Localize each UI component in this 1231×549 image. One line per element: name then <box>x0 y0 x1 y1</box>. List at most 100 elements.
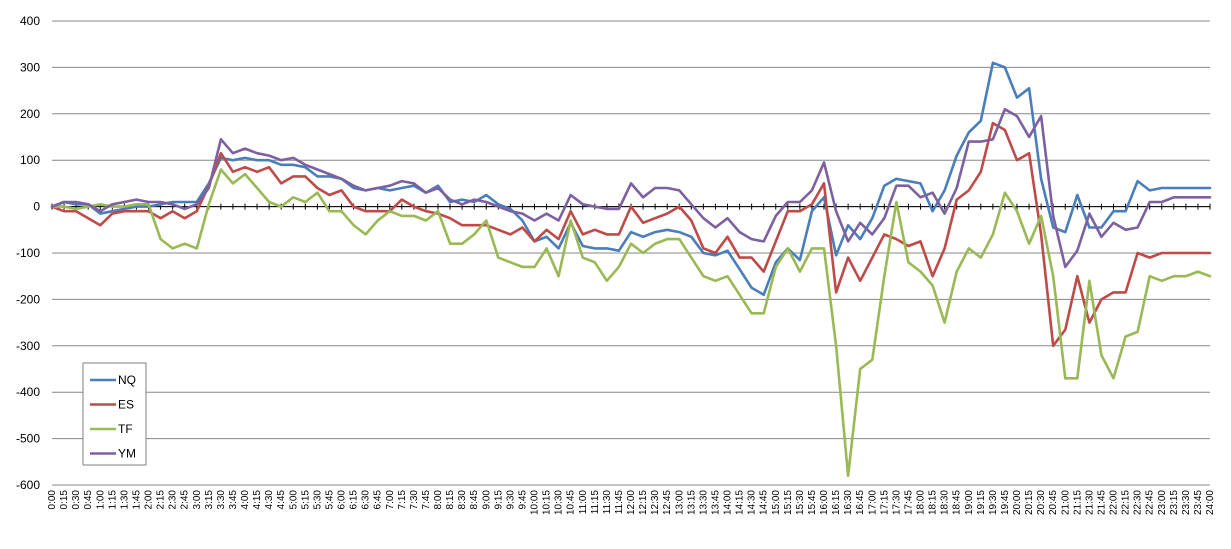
x-tick-label: 10:00 <box>530 490 541 515</box>
x-tick-label: 11:30 <box>602 490 613 515</box>
x-tick-label: 1:30 <box>119 490 130 510</box>
x-tick-label: 0:30 <box>71 490 82 510</box>
x-tick-label: 3:00 <box>192 490 203 510</box>
x-tick-label: 10:15 <box>542 490 553 515</box>
x-tick-label: 18:30 <box>940 490 951 515</box>
x-tick-label: 11:00 <box>578 490 589 515</box>
y-tick-label: 200 <box>20 107 40 121</box>
x-tick-label: 10:30 <box>554 490 565 515</box>
x-tick-label: 17:00 <box>867 490 878 515</box>
x-tick-label: 22:15 <box>1121 490 1132 515</box>
x-tick-label: 12:00 <box>626 490 637 515</box>
series-line-ym <box>50 107 1212 269</box>
x-tick-label: 16:30 <box>843 490 854 515</box>
x-tick-label: 9:00 <box>481 490 492 510</box>
y-tick-label: -400 <box>16 385 40 399</box>
x-tick-label: 16:00 <box>819 490 830 515</box>
series-line-es <box>50 121 1212 348</box>
legend-label-nq: NQ <box>118 373 136 387</box>
x-tick-label: 5:45 <box>324 490 335 510</box>
x-tick-label: 21:30 <box>1084 490 1095 515</box>
x-tick-label: 23:00 <box>1157 490 1168 515</box>
x-tick-label: 7:30 <box>409 490 420 510</box>
x-tick-label: 13:00 <box>674 490 685 515</box>
legend-label-ym: YM <box>118 447 136 461</box>
x-tick-label: 1:45 <box>131 490 142 510</box>
x-tick-label: 9:45 <box>517 490 528 510</box>
series-line-tf <box>50 168 1212 478</box>
y-tick-label: 100 <box>20 153 40 167</box>
x-tick-label: 1:00 <box>95 490 106 510</box>
y-tick-label: -600 <box>16 478 40 492</box>
x-tick-label: 23:30 <box>1181 490 1192 515</box>
series-line-nq <box>50 61 1212 297</box>
x-tick-label: 21:15 <box>1072 490 1083 515</box>
x-tick-label: 8:30 <box>457 490 468 510</box>
x-tick-label: 16:45 <box>855 490 866 515</box>
x-tick-label: 15:15 <box>783 490 794 515</box>
x-tick-label: 22:00 <box>1109 490 1120 515</box>
x-tick-label: 14:45 <box>759 490 770 515</box>
x-tick-label: 13:45 <box>710 490 721 515</box>
legend-box <box>82 362 147 466</box>
x-axis-ticks: 0:00 0:15 0:30 0:45 1:00 1:15 1:30 1:45 2:00 2:15… <box>47 490 1216 515</box>
x-tick-label: 4:00 <box>240 490 251 510</box>
x-tick-label: 4:15 <box>252 490 263 510</box>
x-tick-label: 18:45 <box>952 490 963 515</box>
legend-label-es: ES <box>118 398 134 412</box>
x-tick-label: 15:45 <box>807 490 818 515</box>
y-tick-label: -300 <box>16 339 40 353</box>
x-tick-label: 3:30 <box>216 490 227 510</box>
x-tick-label: 4:45 <box>276 490 287 510</box>
x-tick-label: 21:00 <box>1060 490 1071 515</box>
x-tick-label: 17:30 <box>891 490 902 515</box>
x-tick-label: 20:30 <box>1036 490 1047 515</box>
x-tick-label: 0:00 <box>47 490 58 510</box>
x-tick-label: 3:15 <box>204 490 215 510</box>
x-tick-label: 6:15 <box>349 490 360 510</box>
x-tick-label: 1:15 <box>107 490 118 510</box>
x-tick-label: 19:45 <box>1000 490 1011 515</box>
x-tick-label: 24:00 <box>1205 490 1216 515</box>
y-tick-label: -100 <box>16 246 40 260</box>
x-tick-label: 7:00 <box>385 490 396 510</box>
x-tick-label: 6:00 <box>337 490 348 510</box>
x-tick-label: 19:30 <box>988 490 999 515</box>
x-tick-label: 13:15 <box>686 490 697 515</box>
legend: NQ ES TF YM <box>82 362 147 466</box>
series-lines <box>50 61 1212 478</box>
x-tick-label: 0:15 <box>59 490 70 510</box>
x-tick-label: 11:45 <box>614 490 625 515</box>
x-tick-label: 6:30 <box>361 490 372 510</box>
x-tick-label: 17:15 <box>879 490 890 515</box>
y-tick-label: 400 <box>20 14 40 28</box>
x-tick-label: 13:30 <box>698 490 709 515</box>
x-tick-label: 8:45 <box>469 490 480 510</box>
x-tick-label: 2:00 <box>144 490 155 510</box>
x-tick-label: 15:00 <box>771 490 782 515</box>
x-tick-label: 5:30 <box>312 490 323 510</box>
gridlines <box>52 20 1210 486</box>
x-tick-label: 3:45 <box>228 490 239 510</box>
x-tick-label: 22:30 <box>1133 490 1144 515</box>
x-tick-label: 12:15 <box>638 490 649 515</box>
x-tick-label: 23:15 <box>1169 490 1180 515</box>
x-tick-label: 12:45 <box>662 490 673 515</box>
x-tick-label: 20:15 <box>1024 490 1035 515</box>
legend-label-tf: TF <box>118 422 133 436</box>
y-axis-ticks: 400 300 200 100 0 -100 -200 -300 -400 -500 -600 <box>16 14 40 492</box>
x-tick-label: 14:15 <box>735 490 746 515</box>
x-tick-label: 0:45 <box>83 490 94 510</box>
x-tick-label: 12:30 <box>650 490 661 515</box>
y-tick-label: -200 <box>16 292 40 306</box>
x-tick-label: 19:15 <box>976 490 987 515</box>
x-tick-label: 22:45 <box>1145 490 1156 515</box>
x-tick-label: 4:30 <box>264 490 275 510</box>
y-tick-label: -500 <box>16 432 40 446</box>
x-tick-label: 8:00 <box>433 490 444 510</box>
x-tick-label: 14:00 <box>723 490 734 515</box>
x-tick-label: 6:45 <box>373 490 384 510</box>
x-tick-label: 16:15 <box>831 490 842 515</box>
